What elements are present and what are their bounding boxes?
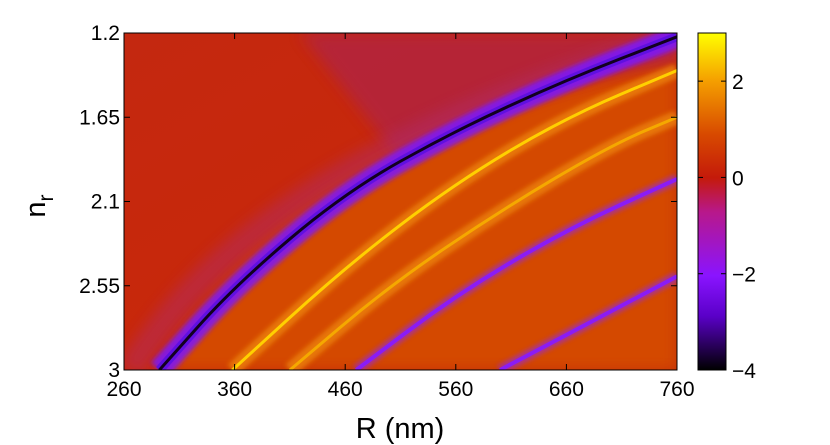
dark-ridge <box>158 35 677 370</box>
x-tick-label: 560 <box>438 378 473 401</box>
bright-ridge <box>288 115 677 370</box>
x-tick-label: 660 <box>549 378 584 401</box>
x-tick-label: 460 <box>328 378 363 401</box>
colorbar-ticks: 2 0 −2 −4 <box>698 71 756 383</box>
colorbar-tick-label: 2 <box>732 71 744 94</box>
y-tick-label: 2.55 <box>79 275 120 298</box>
svg-text:nr: nr <box>20 194 58 217</box>
x-axis-label: R (nm) <box>356 413 445 445</box>
y-axis-label-base: n <box>20 201 52 217</box>
colorbar-tick-label: 0 <box>732 167 744 190</box>
colorbar: 2 0 −2 −4 <box>697 32 756 383</box>
heatmap-plot-area <box>123 32 678 371</box>
x-tick-label: 260 <box>106 378 141 401</box>
y-tick-label: 2.1 <box>91 191 120 214</box>
colorbar-gradient <box>697 32 727 371</box>
y-tick-label: 1.2 <box>91 22 120 45</box>
x-axis: 260 360 460 560 660 760 <box>106 33 695 401</box>
y-tick-label: 3 <box>108 359 120 382</box>
y-axis-label: nr <box>20 194 58 217</box>
x-tick-label: 360 <box>217 378 252 401</box>
y-axis: 1.2 1.65 2.1 2.55 3 <box>79 22 677 382</box>
purple-ridge <box>499 274 677 370</box>
y-tick-label: 1.65 <box>79 106 120 129</box>
bright-ridge <box>231 69 677 370</box>
y-axis-label-subscript: r <box>35 194 58 201</box>
colorbar-tick-label: −2 <box>732 264 756 287</box>
heatmap-ridges <box>151 33 677 370</box>
colorbar-tick-label: −4 <box>732 360 756 383</box>
purple-ridge <box>355 177 677 370</box>
x-tick-label: 760 <box>659 378 694 401</box>
